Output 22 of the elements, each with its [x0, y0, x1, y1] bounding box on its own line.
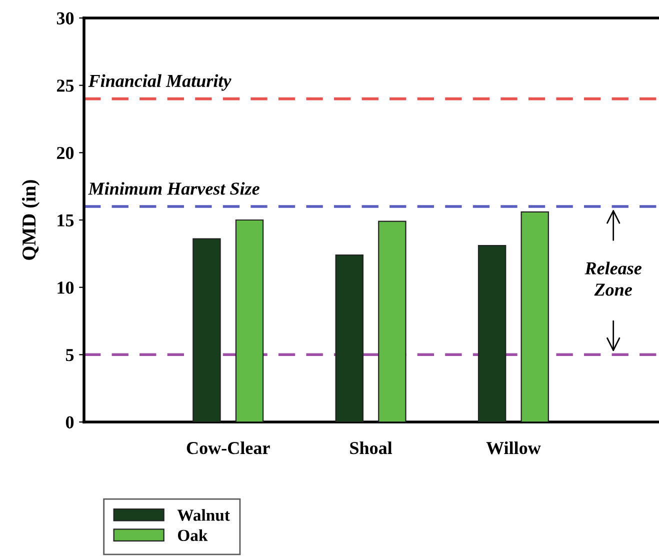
x-tick-label: Shoal: [350, 441, 392, 454]
y-tick-label: 0: [66, 416, 74, 428]
y-tick-label: 20: [56, 146, 74, 160]
bar: [520, 211, 549, 422]
ref-line-label: Financial Maturity: [88, 74, 232, 91]
bar: [192, 238, 221, 422]
legend-label: Walnut: [177, 509, 230, 521]
x-tick-label: Willow: [486, 441, 541, 454]
legend-label: Oak: [178, 529, 208, 542]
bar: [478, 245, 506, 422]
y-tick-label: 25: [56, 80, 74, 92]
ref-line-label: Minimum Harvest Size: [88, 182, 260, 195]
bar: [378, 220, 406, 422]
bar: [335, 254, 364, 422]
y-tick-label: 10: [58, 282, 74, 294]
bar: [235, 219, 264, 422]
x-tick-label: Cow-Clear: [186, 441, 270, 454]
y-tick-label: 30: [56, 12, 74, 24]
y-tick-label: 15: [58, 214, 74, 226]
y-tick-label: 5: [66, 349, 74, 362]
y-axis-title: QMD (in): [22, 180, 40, 260]
annotation: Release Zone: [584, 262, 642, 296]
